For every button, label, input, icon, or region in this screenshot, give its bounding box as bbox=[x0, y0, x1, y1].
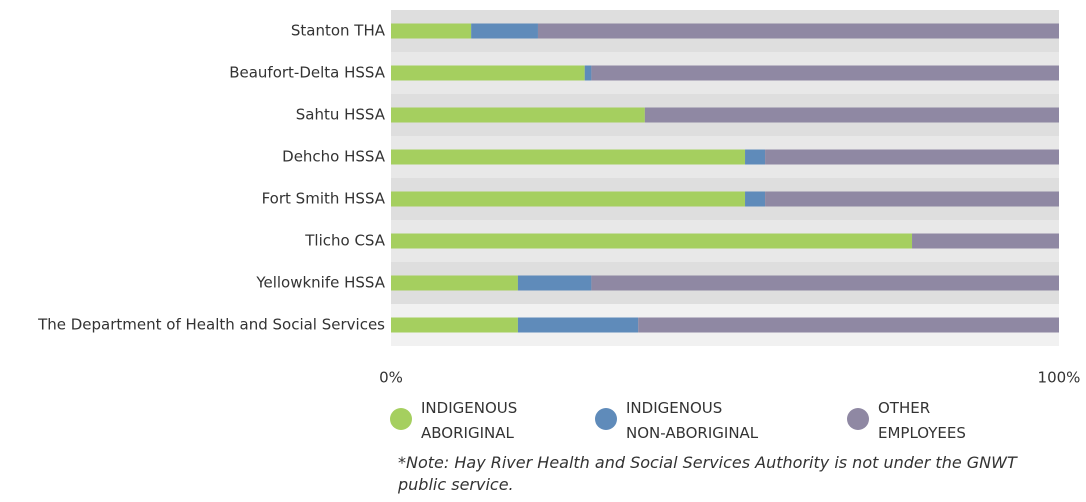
y-tick-label: Stanton THA bbox=[291, 22, 386, 40]
legend-label: INDIGENOUS NON-ABORIGINAL bbox=[626, 399, 759, 442]
bar-segment bbox=[391, 317, 518, 333]
x-tick-label: 100% bbox=[1038, 369, 1081, 387]
bar-segment bbox=[391, 149, 746, 165]
legend-label: INDIGENOUS ABORIGINAL bbox=[421, 399, 522, 442]
bar-segment bbox=[591, 275, 1059, 291]
bar-segment bbox=[765, 149, 1059, 165]
bar-segment bbox=[471, 23, 538, 39]
y-tick-label: Tlicho CSA bbox=[304, 232, 385, 250]
y-tick-label: Beaufort-Delta HSSA bbox=[229, 64, 386, 82]
bar-segment bbox=[912, 233, 1059, 249]
bar-segment bbox=[391, 275, 518, 291]
bar-segment bbox=[391, 65, 585, 81]
bar-segment bbox=[745, 191, 766, 207]
bar-segment bbox=[644, 107, 1059, 123]
bar-segment bbox=[537, 23, 1059, 39]
bar-segment bbox=[517, 275, 592, 291]
bar-segment bbox=[391, 107, 645, 123]
chart: Stanton THA Beaufort-Delta HSSA Sahtu HSSA… bbox=[37, 10, 1081, 442]
bar-segment bbox=[584, 65, 592, 81]
legend-label: OTHER EMPLOYEES bbox=[878, 399, 966, 442]
y-tick-label: Fort Smith HSSA bbox=[262, 190, 386, 208]
bar-segment bbox=[638, 317, 1059, 333]
y-tick-label: The Department of Health and Social Serv… bbox=[37, 316, 385, 334]
bar-segment bbox=[517, 317, 639, 333]
bar-segment bbox=[745, 149, 766, 165]
legend-swatch bbox=[390, 408, 412, 430]
y-tick-label: Dehcho HSSA bbox=[282, 148, 386, 166]
x-tick-label: 0% bbox=[379, 369, 403, 387]
footnote: *Note: Hay River Health and Social Servi… bbox=[398, 453, 1017, 494]
legend-swatch bbox=[847, 408, 869, 430]
bar-segment bbox=[391, 233, 913, 249]
legend-swatch bbox=[595, 408, 617, 430]
y-tick-label: Yellowknife HSSA bbox=[255, 274, 385, 292]
bar-segment bbox=[765, 191, 1059, 207]
bar-segment bbox=[591, 65, 1059, 81]
bar-segment bbox=[391, 191, 746, 207]
y-tick-label: Sahtu HSSA bbox=[296, 106, 386, 124]
bar-segment bbox=[391, 23, 472, 39]
